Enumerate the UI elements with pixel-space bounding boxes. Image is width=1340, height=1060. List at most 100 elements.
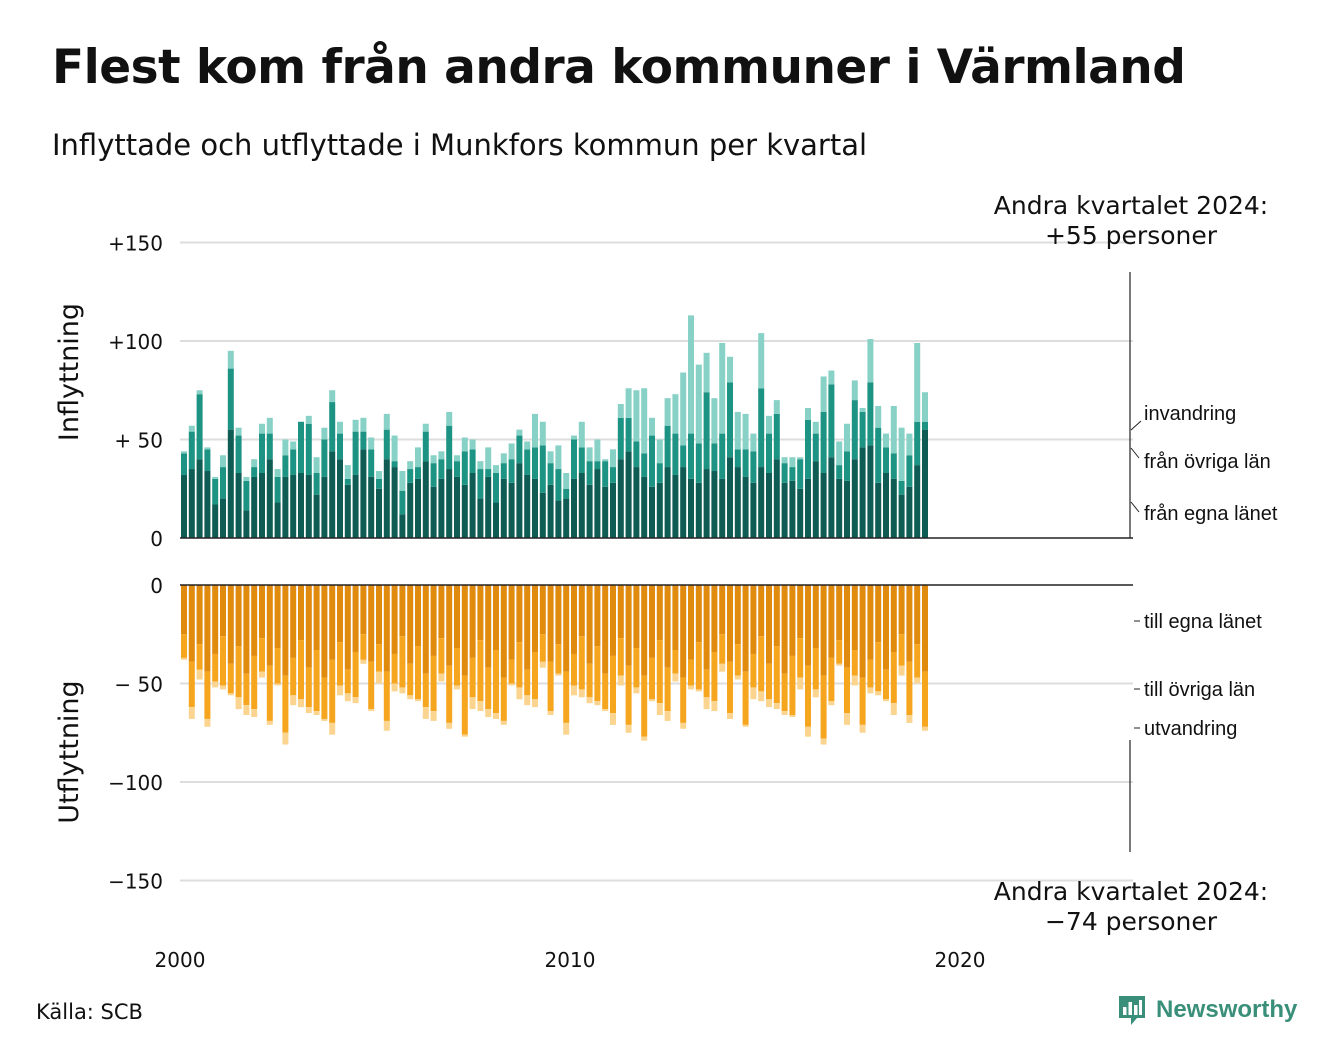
- bar-out-egna: [633, 585, 640, 649]
- bar-in-ovriga: [766, 433, 772, 473]
- bar-out-utvandring: [594, 701, 601, 706]
- bar-out-ovriga: [680, 677, 687, 723]
- bar-out-ovriga: [758, 636, 765, 692]
- bar-in-invandring: [734, 411, 741, 450]
- series-label: invandring: [1144, 403, 1236, 425]
- bar-out-utvandring: [890, 703, 897, 716]
- bar-in-ovriga: [641, 453, 648, 477]
- bar-in-invandring: [477, 461, 484, 470]
- bar-out-utvandring: [711, 701, 718, 712]
- bar-in-invandring: [430, 455, 437, 464]
- bar-in-egna: [867, 445, 874, 538]
- bar-in-egna: [524, 474, 531, 538]
- bar-out-ovriga: [360, 634, 367, 660]
- bar-out-utvandring: [586, 697, 593, 704]
- bar-out-egna: [430, 585, 437, 656]
- bar-in-invandring: [360, 417, 367, 432]
- bar-out-egna: [610, 585, 616, 656]
- bar-out-egna: [750, 585, 757, 654]
- bar-out-ovriga: [578, 636, 585, 690]
- bar-out-utvandring: [368, 709, 375, 712]
- y-tick-label: −100: [108, 771, 163, 795]
- bar-out-utvandring: [461, 734, 468, 737]
- bar-out-egna: [399, 585, 406, 637]
- bar-in-egna: [711, 471, 718, 538]
- chart-title: Flest kom från andra kommuner i Värmland: [52, 40, 1186, 95]
- bar-in-ovriga: [360, 431, 367, 450]
- annotation-line2: +55 personer: [1045, 221, 1218, 250]
- bar-out-utvandring: [883, 699, 889, 702]
- bar-in-egna: [235, 472, 242, 538]
- bar-out-egna: [875, 585, 882, 643]
- bar-out-egna: [313, 585, 320, 651]
- bar-in-ovriga: [750, 451, 757, 483]
- bar-out-egna: [438, 585, 445, 639]
- bar-in-ovriga: [454, 461, 460, 477]
- bar-in-invandring: [344, 465, 351, 479]
- bar-in-egna: [883, 472, 889, 538]
- bar-in-invandring: [305, 415, 312, 424]
- bar-out-ovriga: [851, 650, 858, 676]
- bar-in-ovriga: [266, 433, 273, 460]
- bar-out-egna: [446, 585, 453, 666]
- bar-out-egna: [188, 585, 195, 662]
- bar-in-ovriga: [781, 463, 788, 483]
- bar-out-ovriga: [898, 634, 905, 666]
- bar-in-egna: [547, 484, 554, 538]
- bar-in-invandring: [485, 447, 492, 470]
- bar-in-ovriga: [851, 400, 858, 460]
- bar-in-ovriga: [344, 478, 351, 485]
- bar-in-invandring: [898, 427, 905, 481]
- bar-out-utvandring: [851, 675, 858, 686]
- bar-out-egna: [329, 585, 336, 660]
- y-axis-title: Utflyttning: [54, 680, 85, 823]
- bar-in-egna: [500, 478, 507, 538]
- bar-in-egna: [633, 467, 640, 538]
- bar-out-egna: [594, 585, 601, 647]
- bar-in-egna: [407, 482, 414, 538]
- bar-out-ovriga: [914, 644, 921, 678]
- y-tick-label: +150: [108, 232, 163, 256]
- bar-in-egna: [383, 459, 390, 538]
- bar-out-ovriga: [875, 642, 882, 692]
- bar-out-utvandring: [477, 701, 484, 712]
- bar-out-utvandring: [656, 703, 663, 716]
- bar-in-ovriga: [789, 467, 796, 481]
- bar-out-ovriga: [477, 640, 484, 702]
- bar-out-utvandring: [758, 691, 765, 702]
- bar-out-egna: [352, 585, 359, 652]
- bar-out-ovriga: [711, 651, 718, 702]
- bar-out-egna: [532, 585, 538, 652]
- brand-logo[interactable]: Newsworthy: [1117, 994, 1297, 1026]
- bar-in-ovriga: [875, 427, 882, 483]
- gridlines: [180, 241, 1133, 882]
- bar-in-egna: [641, 476, 648, 538]
- bar-in-ovriga: [368, 449, 375, 477]
- series-label: utvandring: [1144, 718, 1237, 740]
- bar-out-ovriga: [594, 646, 601, 702]
- bar-out-utvandring: [641, 736, 648, 741]
- bar-out-egna: [368, 585, 375, 662]
- bar-in-ovriga: [820, 411, 827, 473]
- bar-out-ovriga: [672, 650, 679, 674]
- bar-out-utvandring: [290, 695, 297, 706]
- bar-out-ovriga: [305, 667, 312, 708]
- bar-out-egna: [243, 585, 250, 674]
- bar-out-ovriga: [415, 646, 421, 700]
- bar-out-ovriga: [196, 644, 203, 670]
- bar-out-egna: [719, 585, 726, 635]
- bar-out-egna: [337, 585, 343, 643]
- source-note: Källa: SCB: [36, 1000, 143, 1024]
- bar-in-egna: [298, 472, 304, 538]
- bar-out-ovriga: [181, 634, 187, 658]
- bar-in-invandring: [446, 411, 453, 426]
- bar-in-egna: [469, 472, 476, 538]
- bar-in-invandring: [227, 350, 234, 369]
- bar-out-ovriga: [368, 661, 375, 710]
- label-leader: [1130, 420, 1142, 431]
- series-labels: invandring från övriga län från egna länet…: [1130, 403, 1278, 740]
- bar-out-ovriga: [352, 651, 359, 698]
- bar-out-ovriga: [383, 671, 390, 721]
- bar-out-utvandring: [867, 687, 874, 694]
